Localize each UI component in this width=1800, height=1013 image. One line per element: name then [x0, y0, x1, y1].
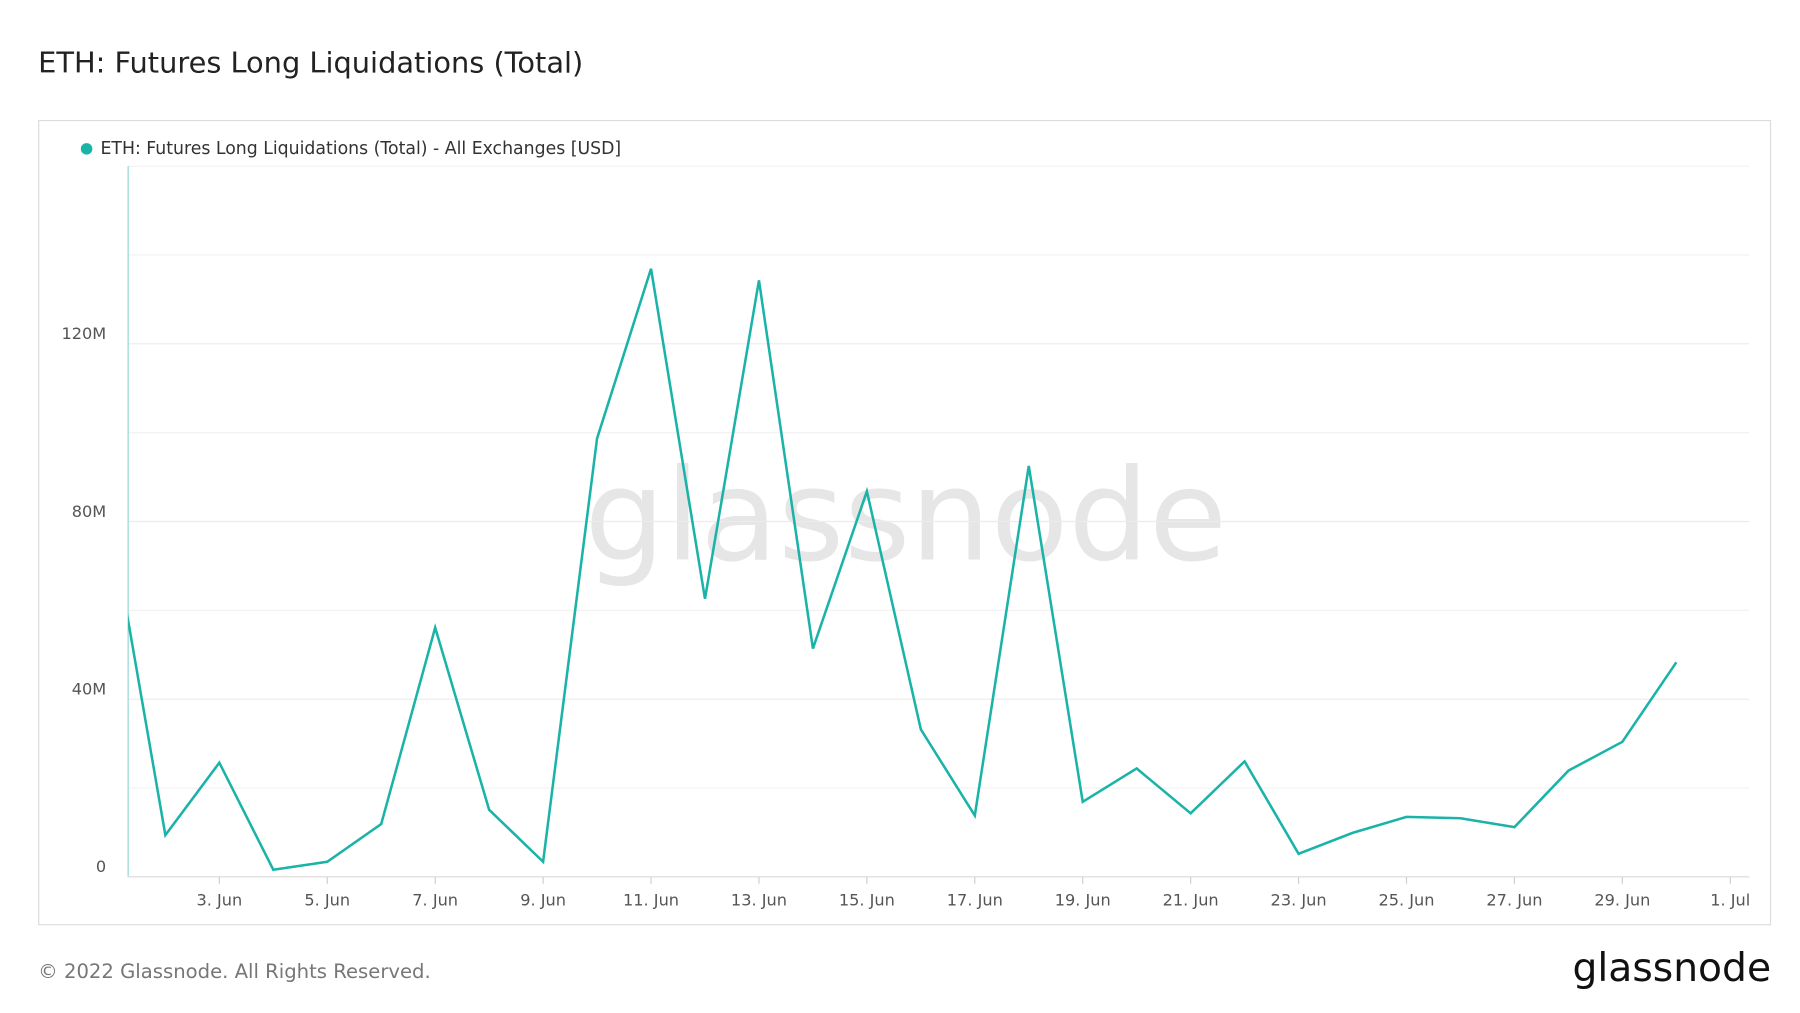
chart-title: ETH: Futures Long Liquidations (Total): [38, 46, 583, 80]
x-tick-label: 3. Jun: [196, 891, 242, 910]
legend-marker: [80, 143, 93, 155]
x-tick-label: 25. Jun: [1378, 891, 1434, 910]
y-tick-label: 80M: [72, 502, 106, 521]
line-series: [128, 268, 1678, 872]
x-tick-label: 11. Jun: [623, 891, 679, 910]
x-tick-label: 21. Jun: [1163, 891, 1219, 910]
x-tick-label: 29. Jun: [1594, 891, 1650, 910]
x-tick-label: 15. Jun: [839, 891, 895, 910]
y-tick-label: 40M: [72, 679, 106, 698]
x-tick-label: 13. Jun: [731, 891, 787, 910]
x-tick-label: 7. Jun: [412, 891, 458, 910]
plot: 0 40M 80M 120M 3. Jun 5. Jun 7. Jun 9. Jun 11. J…: [61, 165, 1750, 910]
x-tick-label: 23. Jun: [1271, 891, 1327, 910]
chart-frame: [38, 119, 1772, 926]
x-tick-label: 19. Jun: [1055, 891, 1111, 910]
x-tick-label: 27. Jun: [1486, 891, 1542, 910]
x-tick-label: 5. Jun: [304, 891, 350, 910]
legend-label: ETH: Futures Long Liquidations (Total) -…: [100, 139, 621, 159]
x-tick-label: 1. Jul: [1710, 891, 1750, 910]
logo: glassnode: [1573, 946, 1772, 991]
watermark: glassnode: [585, 442, 1228, 590]
copyright: © 2022 Glassnode. All Rights Reserved.: [38, 960, 431, 983]
x-tick-label: 17. Jun: [947, 891, 1003, 910]
x-tick-label: 9. Jun: [520, 891, 566, 910]
y-tick-label: 120M: [61, 324, 106, 343]
y-tick-label: 0: [96, 857, 106, 876]
